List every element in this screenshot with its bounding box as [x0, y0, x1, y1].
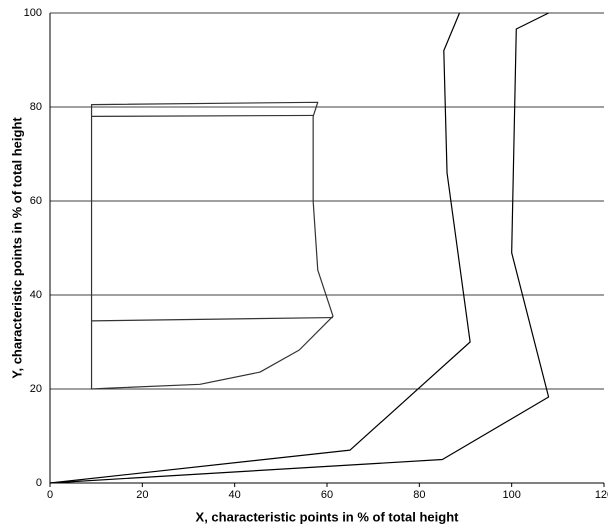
x-tick-label: 80: [413, 489, 425, 501]
y-axis-title: Y, characteristic points in % of total h…: [9, 117, 24, 379]
data-line: [49, 12, 550, 484]
x-tick-label: 60: [321, 489, 333, 501]
data-line: [90, 101, 334, 390]
data-line: [91, 316, 334, 322]
y-tick-label: 60: [30, 195, 42, 207]
x-tick-label: 20: [136, 489, 148, 501]
x-tick-label: 0: [47, 489, 53, 501]
x-axis-title: X, characteristic points in % of total h…: [196, 509, 460, 524]
y-tick-label: 0: [36, 477, 42, 489]
y-tick-label: 80: [30, 101, 42, 113]
data-line: [91, 114, 314, 117]
y-tick-label: 40: [30, 289, 42, 301]
x-tick-label: 40: [229, 489, 241, 501]
x-tick-label: 100: [502, 489, 520, 501]
x-tick-label: 120: [595, 489, 608, 501]
y-tick-label: 20: [30, 383, 42, 395]
data-line: [49, 12, 471, 484]
y-tick-label: 100: [24, 7, 42, 19]
